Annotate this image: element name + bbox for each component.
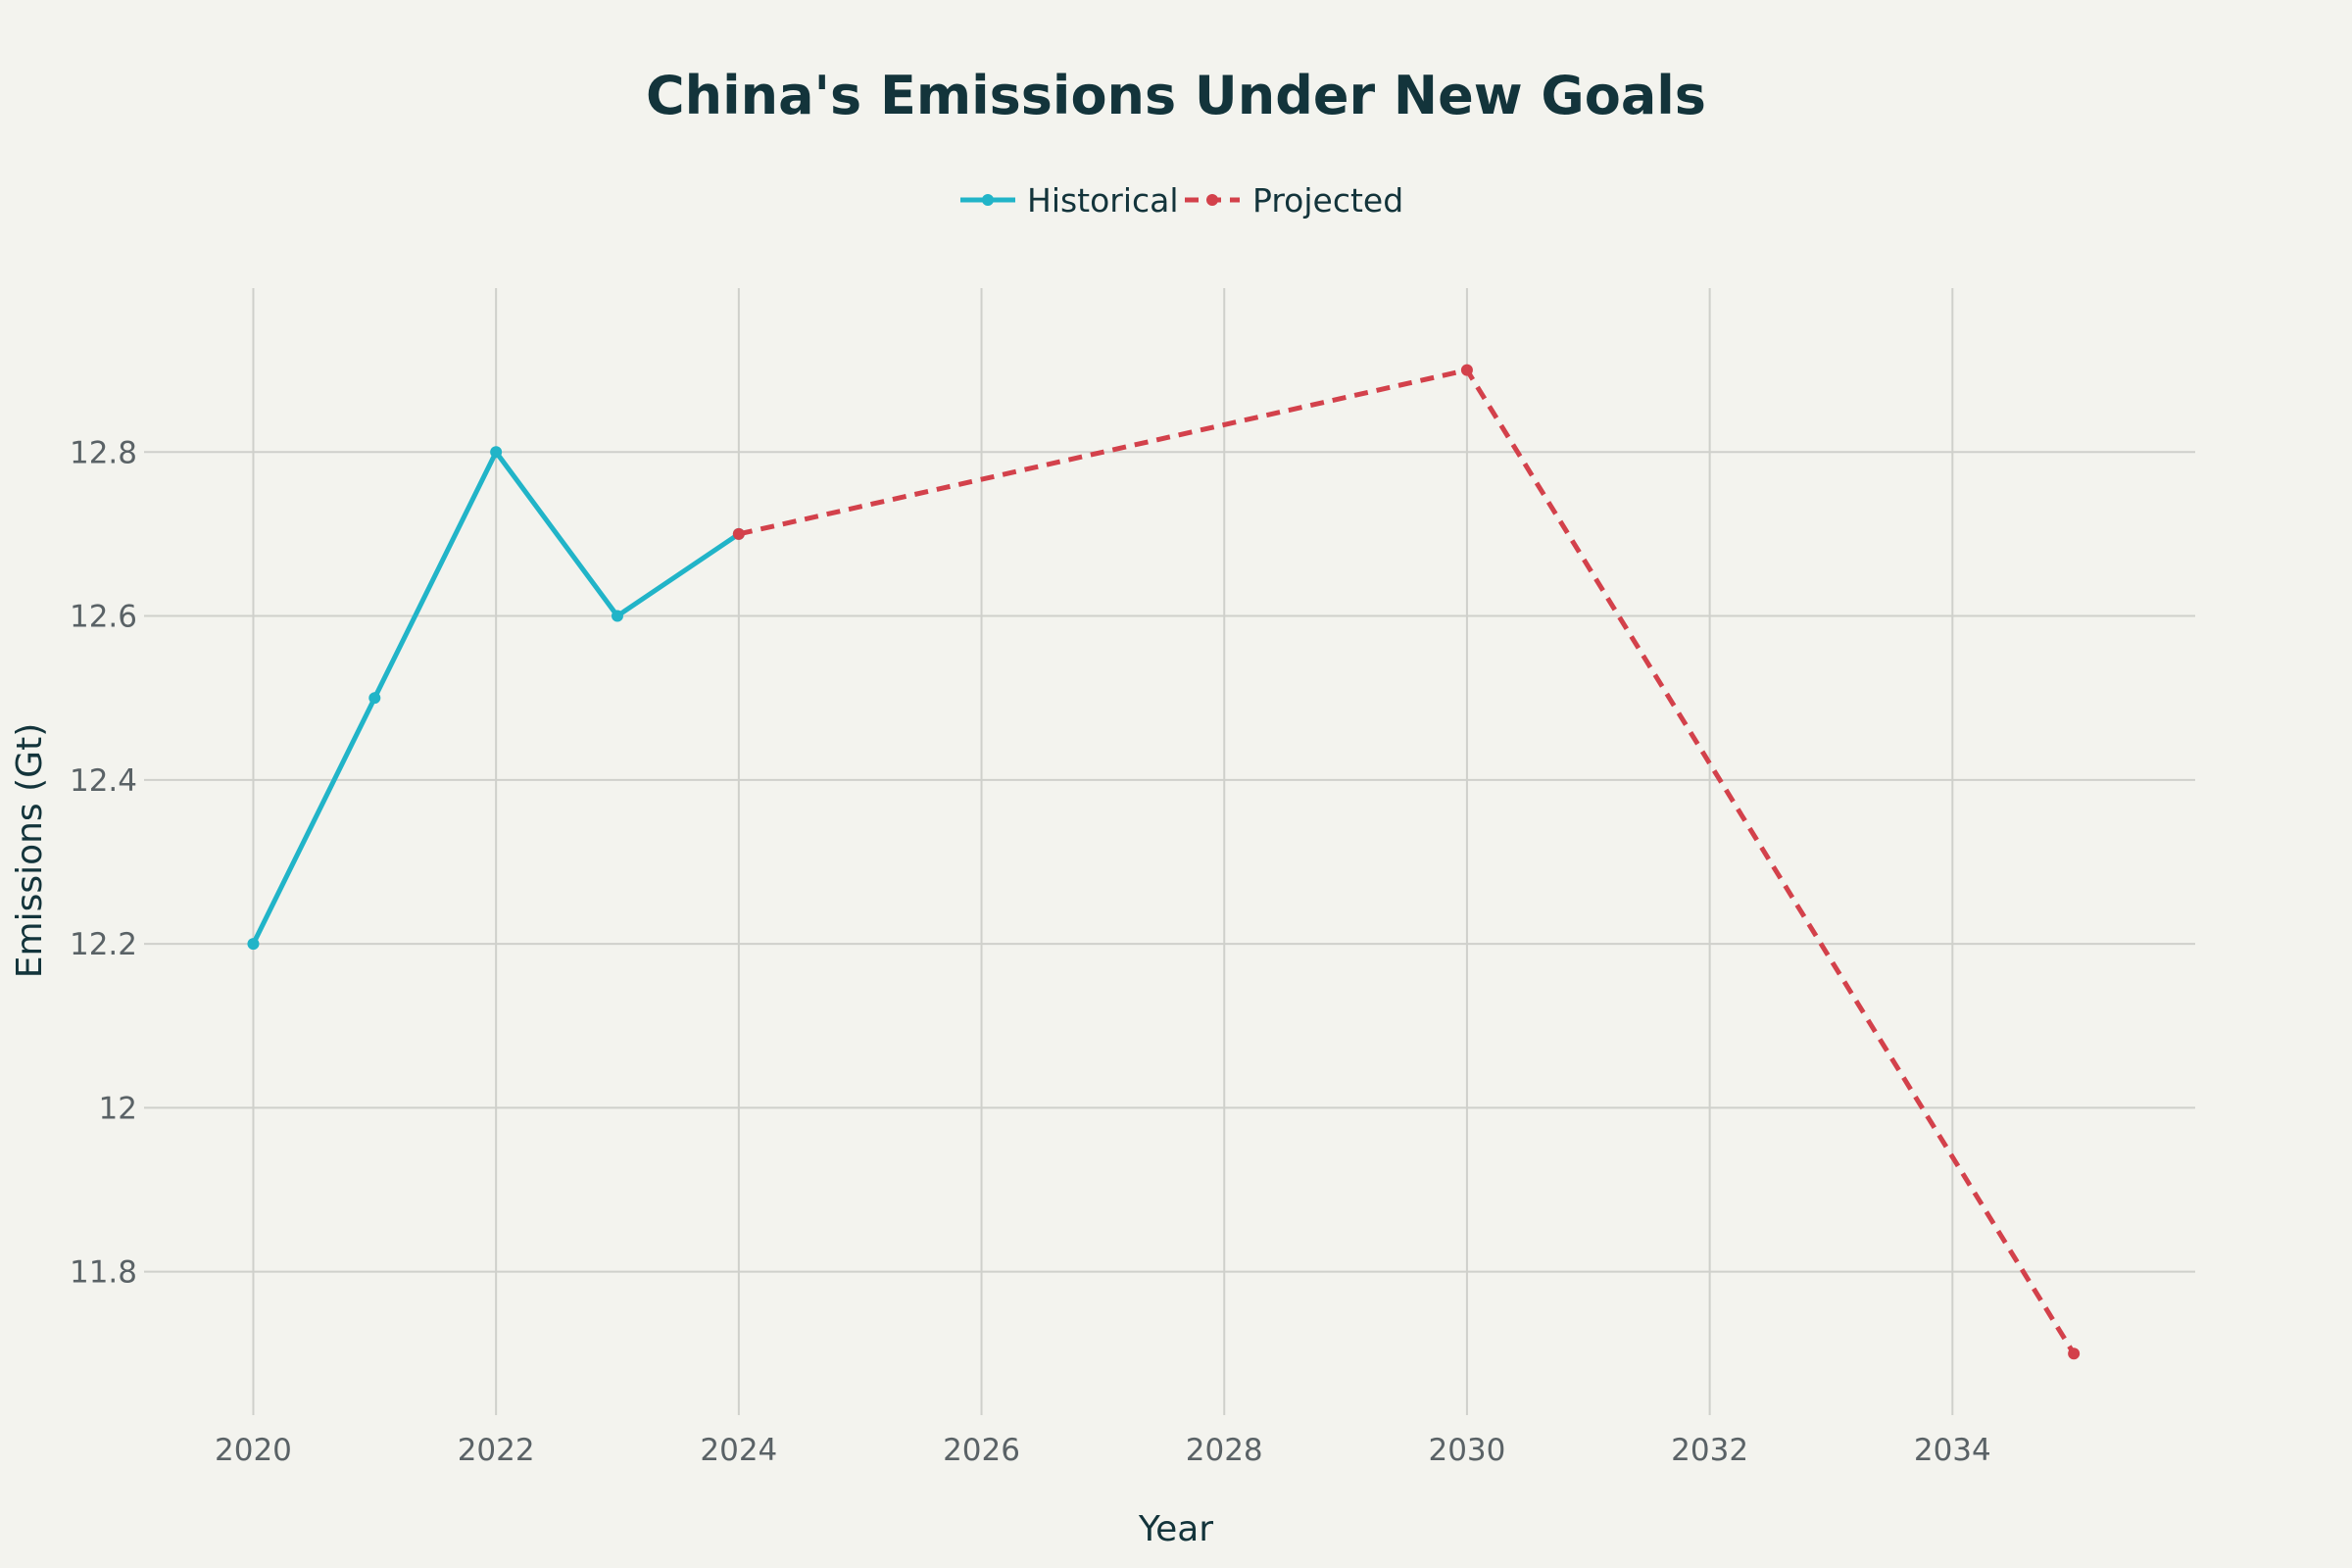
- y-tick-label: 11.8: [70, 1255, 137, 1291]
- y-axis-title: Emissions (Gt): [10, 723, 50, 978]
- y-tick-label: 12.8: [70, 435, 137, 470]
- historical-data-point[interactable]: [247, 938, 260, 951]
- x-axis-ticks: 2020 2022 2024 2026 2028 2030 2032 2034: [215, 1433, 1991, 1468]
- chart-legend: Historical Projected: [960, 181, 1403, 220]
- historical-data-point[interactable]: [490, 446, 503, 459]
- legend-marker-projected: [1206, 194, 1218, 206]
- chart-title: China's Emissions Under New Goals: [646, 65, 1706, 126]
- projected-series-line: [738, 368, 2077, 1355]
- x-tick-label: 2022: [458, 1433, 535, 1468]
- historical-data-point[interactable]: [368, 692, 381, 705]
- historical-data-point[interactable]: [612, 610, 623, 622]
- y-tick-label: 12.6: [70, 600, 137, 635]
- x-tick-label: 2034: [1914, 1433, 1991, 1468]
- legend-item-projected[interactable]: Projected: [1185, 181, 1403, 220]
- data-series: [247, 364, 2081, 1360]
- y-tick-label: 12.4: [70, 763, 137, 799]
- legend-item-historical[interactable]: Historical: [960, 181, 1179, 220]
- projected-data-point[interactable]: [2068, 1348, 2081, 1360]
- x-tick-label: 2026: [943, 1433, 1020, 1468]
- x-tick-label: 2028: [1186, 1433, 1263, 1468]
- projected-data-point[interactable]: [732, 527, 745, 540]
- x-tick-label: 2020: [215, 1433, 292, 1468]
- legend-label-historical: Historical: [1027, 181, 1179, 220]
- y-axis-ticks: 11.8 12 12.2 12.4 12.6 12.8: [70, 435, 137, 1290]
- y-tick-label: 12.2: [70, 927, 137, 962]
- y-tick-label: 12: [99, 1091, 137, 1126]
- x-tick-label: 2024: [700, 1433, 777, 1468]
- legend-marker-historical: [982, 194, 994, 206]
- projected-data-point[interactable]: [1460, 364, 1473, 376]
- x-tick-label: 2030: [1428, 1433, 1505, 1468]
- x-tick-label: 2032: [1671, 1433, 1748, 1468]
- legend-label-projected: Projected: [1252, 181, 1403, 220]
- grid-lines: [144, 288, 2195, 1415]
- x-axis-title: Year: [1138, 1509, 1213, 1549]
